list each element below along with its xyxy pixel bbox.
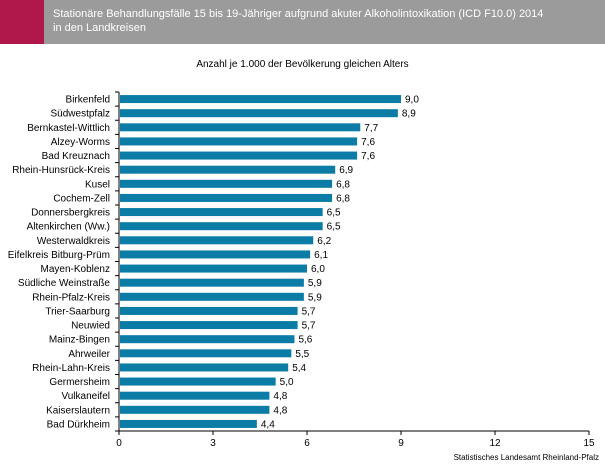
category-label: Altenkirchen (Ww.): [27, 222, 110, 233]
chart-title: Stationäre Behandlungsfälle 15 bis 19-Jä…: [53, 8, 544, 34]
data-label: 6,5: [327, 222, 341, 233]
category-label: Neuwied: [71, 321, 110, 332]
data-label: 6,8: [336, 179, 350, 190]
data-label: 4,4: [261, 419, 275, 430]
category-label: Ahrweiler: [68, 349, 110, 360]
category-label: Mainz-Bingen: [49, 335, 110, 346]
x-tick-label: 15: [583, 438, 595, 449]
bar: [120, 377, 276, 386]
category-label: Eifelkreis Bitburg-Prüm: [8, 250, 110, 261]
data-label: 5,9: [308, 278, 322, 289]
category-label: Kusel: [85, 179, 110, 190]
data-label: 4,8: [273, 405, 287, 416]
category-label: Cochem-Zell: [53, 193, 110, 204]
bar: [120, 208, 323, 217]
x-tick-label: 6: [304, 438, 310, 449]
bar: [120, 193, 333, 202]
data-label: 5,9: [308, 292, 322, 303]
bar: [120, 179, 333, 188]
category-label: Birkenfeld: [66, 95, 110, 106]
data-label: 8,9: [402, 109, 416, 120]
category-label: Mayen-Koblenz: [41, 264, 110, 275]
header-accent-block: [0, 0, 44, 44]
category-label: Germersheim: [49, 377, 110, 388]
data-label: 5,6: [298, 335, 312, 346]
bar: [120, 405, 270, 414]
category-label: Alzey-Worms: [51, 137, 110, 148]
category-label: Rhein-Hunsrück-Kreis: [12, 165, 110, 176]
bar: [120, 151, 358, 160]
data-label: 7,6: [361, 137, 375, 148]
bar: [120, 95, 401, 104]
category-label: Trier-Saarburg: [45, 306, 110, 317]
category-label: Vulkaneifel: [61, 391, 110, 402]
bar: [120, 109, 398, 118]
category-label: Rhein-Pfalz-Kreis: [32, 292, 110, 303]
data-label: 4,8: [273, 391, 287, 402]
category-label: Südwestpfalz: [51, 109, 110, 120]
data-label: 7,7: [364, 123, 378, 134]
data-label: 6,2: [317, 236, 331, 247]
bar: [120, 335, 295, 344]
bar: [120, 137, 358, 146]
category-label: Südliche Weinstraße: [18, 278, 111, 289]
category-label: Kaiserslautern: [46, 405, 110, 416]
x-tick-label: 3: [210, 438, 216, 449]
data-label: 6,8: [336, 193, 350, 204]
chart-header: Stationäre Behandlungsfälle 15 bis 19-Jä…: [0, 0, 605, 44]
data-label: 6,0: [311, 264, 325, 275]
category-label: Westerwaldkreis: [37, 236, 110, 247]
bar: [120, 250, 311, 259]
bar: [120, 349, 292, 358]
bar: [120, 391, 270, 400]
bar: [120, 236, 314, 245]
bar: [120, 306, 298, 315]
x-tick-label: 9: [398, 438, 404, 449]
chart-subtitle: Anzahl je 1.000 der Bevölkerung gleichen…: [196, 59, 409, 70]
data-label: 5,5: [295, 349, 309, 360]
x-tick-label: 0: [116, 438, 122, 449]
bar: [120, 222, 323, 231]
category-label: Rhein-Lahn-Kreis: [32, 363, 110, 374]
x-tick-label: 12: [489, 438, 501, 449]
data-label: 5,7: [302, 306, 316, 317]
data-label: 5,0: [280, 377, 294, 388]
data-label: 6,5: [327, 208, 341, 219]
bar: [120, 165, 336, 174]
category-label: Donnersbergkreis: [31, 208, 110, 219]
data-label: 9,0: [405, 95, 419, 106]
bar: [120, 278, 304, 287]
data-label: 6,1: [314, 250, 328, 261]
category-label: Bad Dürkheim: [47, 419, 110, 430]
bar: [120, 292, 304, 301]
source-note: Statistisches Landesamt Rheinland-Pfalz: [453, 453, 599, 462]
bar: [120, 419, 257, 428]
data-label: 7,6: [361, 151, 375, 162]
bar: [120, 363, 289, 372]
category-label: Bad Kreuznach: [42, 151, 110, 162]
data-label: 5,7: [302, 321, 316, 332]
data-label: 5,4: [292, 363, 306, 374]
category-label: Bernkastel-Wittlich: [27, 123, 110, 134]
bar: [120, 123, 361, 132]
data-label: 6,9: [339, 165, 353, 176]
bar: [120, 321, 298, 330]
bar: [120, 264, 307, 273]
